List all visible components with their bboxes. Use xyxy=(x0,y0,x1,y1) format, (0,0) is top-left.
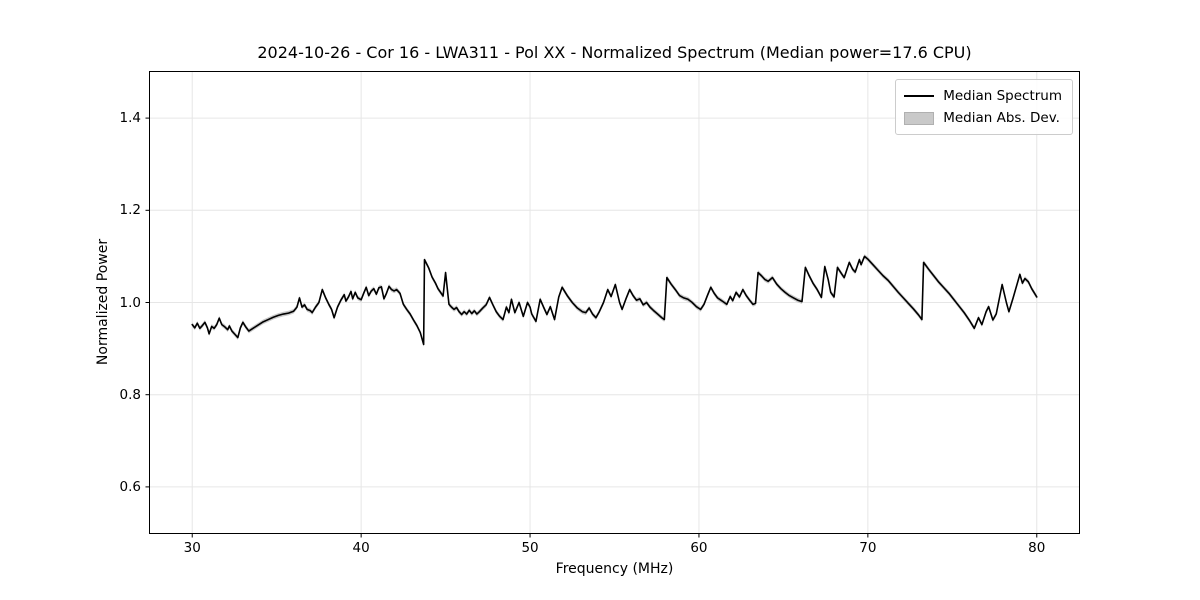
x-axis-label: Frequency (MHz) xyxy=(555,561,674,577)
legend-label: Median Spectrum xyxy=(943,88,1062,104)
y-tick-label: 0.6 xyxy=(119,478,141,495)
x-tick-label: 50 xyxy=(521,540,539,556)
legend: Median Spectrum Median Abs. Dev. xyxy=(895,79,1073,135)
plot-area xyxy=(145,71,1080,538)
y-tick-label: 1.0 xyxy=(119,294,141,311)
x-tick-label: 70 xyxy=(859,540,877,556)
x-tick-label: 80 xyxy=(1028,540,1046,556)
x-tick-label: 60 xyxy=(690,540,708,556)
y-tick-label: 0.8 xyxy=(119,386,141,403)
x-tick-label: 40 xyxy=(352,540,370,556)
x-tick-label: 30 xyxy=(183,540,201,556)
y-tick-label: 1.2 xyxy=(119,202,141,219)
legend-label: Median Abs. Dev. xyxy=(943,110,1060,126)
y-tick-label: 1.4 xyxy=(119,110,141,127)
patch-swatch-icon xyxy=(904,111,935,125)
gridlines xyxy=(150,72,1079,533)
chart-title: 2024-10-26 - Cor 16 - LWA311 - Pol XX - … xyxy=(257,43,972,62)
plot-canvas xyxy=(145,72,1079,538)
y-axis-label: Normalized Power xyxy=(95,238,111,366)
tick-marks xyxy=(145,117,1038,538)
spectrum-line xyxy=(191,255,1038,346)
line-swatch-icon xyxy=(904,95,935,97)
legend-item-median-abs-dev: Median Abs. Dev. xyxy=(904,107,1062,129)
legend-item-median-spectrum: Median Spectrum xyxy=(904,85,1062,107)
